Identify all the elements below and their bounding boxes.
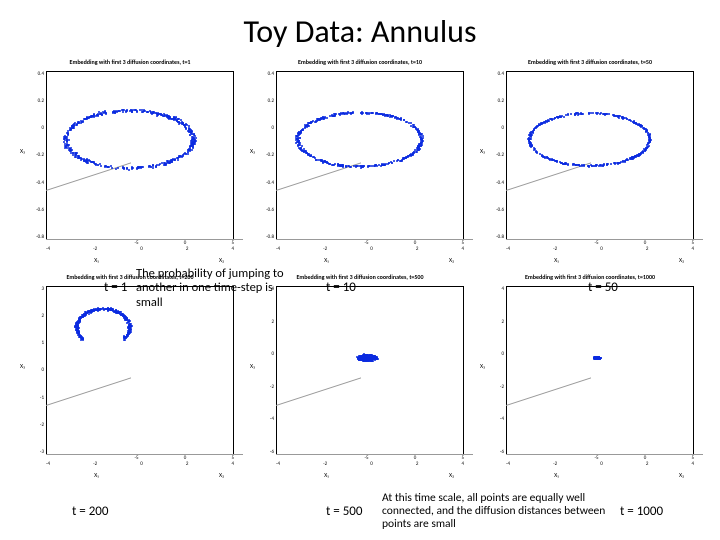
- y-ticks: 0.40.20-0.2-0.4-0.6-0.8: [30, 71, 44, 240]
- plot-area: X₃ X₁ X₂ 0.40.20-0.2-0.4-0.6-0.8-4-2024-505: [18, 67, 242, 266]
- plot-panel-t1: Embedding with first 3 diffusion coordin…: [18, 57, 242, 266]
- x-ticks: -4-2024: [506, 246, 694, 252]
- y-axis-label: X₃: [250, 362, 255, 370]
- plot-panel-t50: Embedding with first 3 diffusion coordin…: [478, 57, 702, 266]
- t-label-500: t = 500: [326, 504, 362, 519]
- plot-area: X₃ X₁ X₂ 0.40.20-0.2-0.4-0.6-0.8-4-2024-505: [478, 67, 702, 266]
- y-axis-label: X₃: [480, 147, 485, 155]
- y-axis-label: X₃: [250, 147, 255, 155]
- annotation-t1: The probability of jumping to another in…: [136, 267, 286, 310]
- t-label-1000: t = 1000: [620, 504, 663, 519]
- panel-title: Embedding with first 3 diffusion coordin…: [18, 57, 242, 67]
- plot-panel-t1000: Embedding with first 3 diffusion coordin…: [478, 272, 702, 481]
- x-ticks: -4-2024: [46, 246, 234, 252]
- x2-axis-label: X₂: [449, 471, 454, 479]
- x2-axis-label: X₂: [219, 471, 224, 479]
- x2-axis-label: X₂: [679, 256, 684, 264]
- plot-panel-t10: Embedding with first 3 diffusion coordin…: [248, 57, 472, 266]
- x1-axis-label: X₁: [94, 256, 99, 264]
- x-ticks: -4-2024: [276, 246, 464, 252]
- x1-axis-label: X₁: [94, 471, 99, 479]
- x2-ticks: -505: [594, 240, 694, 246]
- y-ticks: 420-2-4-6: [260, 286, 274, 455]
- x1-axis-label: X₁: [324, 256, 329, 264]
- plot-grid: Embedding with first 3 diffusion coordin…: [0, 51, 720, 481]
- t-label-10: t = 10: [326, 280, 356, 295]
- plot-area: X₃ X₁ X₂ 420-2-4-6-4-2024-505: [478, 282, 702, 481]
- scatter-t10: [276, 71, 464, 240]
- y-axis-label: X₃: [20, 362, 25, 370]
- t-label-200: t = 200: [72, 504, 108, 519]
- scatter-t50: [506, 71, 694, 240]
- x1-axis-label: X₁: [324, 471, 329, 479]
- x2-ticks: -505: [364, 240, 464, 246]
- y-ticks: 420-2-4-6: [490, 286, 504, 455]
- y-axis-label: X₃: [20, 147, 25, 155]
- annotation-t1000: At this time scale, all points are equal…: [382, 492, 622, 532]
- y-ticks: 0.40.20-0.2-0.4-0.6-0.8: [490, 71, 504, 240]
- y-axis-label: X₃: [480, 362, 485, 370]
- x2-axis-label: X₂: [219, 256, 224, 264]
- t-label-50: t = 50: [588, 280, 618, 295]
- scatter-t1: [46, 71, 234, 240]
- x2-axis-label: X₂: [679, 471, 684, 479]
- x2-ticks: -505: [134, 455, 234, 461]
- x2-ticks: -505: [594, 455, 694, 461]
- plot-area: X₃ X₁ X₂ 0.40.20-0.2-0.4-0.6-0.8-4-2024-505: [248, 67, 472, 266]
- plot-area: X₃ X₁ X₂ 420-2-4-6-4-2024-505: [248, 282, 472, 481]
- t-label-1: t = 1: [104, 280, 127, 295]
- x2-ticks: -505: [364, 455, 464, 461]
- scatter-t200: [46, 286, 234, 455]
- x2-ticks: -505: [134, 240, 234, 246]
- x2-axis-label: X₂: [449, 256, 454, 264]
- plot-area: X₃ X₁ X₂ 3210-1-2-3-4-2024-505: [18, 282, 242, 481]
- y-ticks: 0.40.20-0.2-0.4-0.6-0.8: [260, 71, 274, 240]
- scatter-t1000: [506, 286, 694, 455]
- x-ticks: -4-2024: [506, 461, 694, 467]
- x-ticks: -4-2024: [276, 461, 464, 467]
- x1-axis-label: X₁: [554, 471, 559, 479]
- x-ticks: -4-2024: [46, 461, 234, 467]
- y-ticks: 3210-1-2-3: [30, 286, 44, 455]
- panel-title: Embedding with first 3 diffusion coordin…: [248, 57, 472, 67]
- scatter-t500: [276, 286, 464, 455]
- x1-axis-label: X₁: [554, 256, 559, 264]
- panel-title: Embedding with first 3 diffusion coordin…: [478, 57, 702, 67]
- page-title: Toy Data: Annulus: [0, 0, 720, 51]
